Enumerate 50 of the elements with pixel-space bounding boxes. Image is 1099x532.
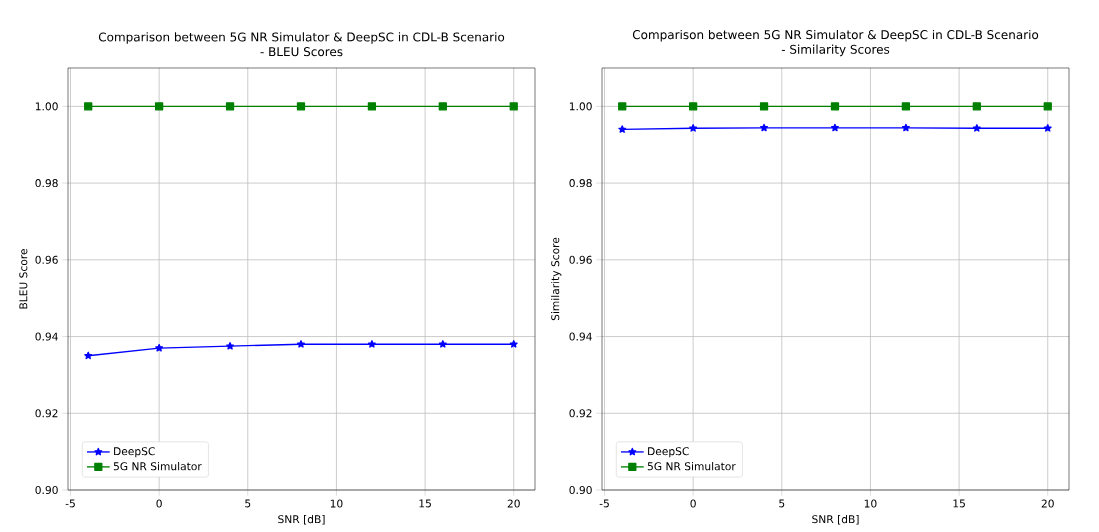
- point: [438, 102, 447, 111]
- x-tick-label: 15: [953, 499, 965, 508]
- y-tick-label: 0.94: [569, 332, 592, 341]
- legend-label: 5G NR Simulator: [113, 462, 202, 471]
- text: 0.90: [35, 485, 58, 495]
- legend-label: 5G NR Simulator: [647, 462, 736, 471]
- text: 0.92: [35, 409, 58, 418]
- chart-title: Comparison between 5G NR Simulator & DeepSC in CDL-B Scenario: [632, 29, 1039, 42]
- x-tick-label: 5: [779, 499, 785, 508]
- point: [296, 102, 306, 111]
- point: [509, 340, 518, 348]
- legend-label: DeepSC: [114, 447, 155, 458]
- point: [225, 102, 235, 111]
- text: 0.98: [35, 179, 58, 188]
- chart-subtitle: - Similarity Scores: [781, 44, 890, 57]
- point: [367, 340, 376, 348]
- x-tick-label: 15: [419, 499, 431, 508]
- chart-title: Comparison between 5G NR Simulator & DeepSC in CDL-B Scenario: [98, 32, 505, 44]
- y-tick-label: 0.98: [569, 179, 592, 188]
- point: [155, 343, 164, 352]
- point: [438, 340, 447, 348]
- x-tick-label: 10: [330, 499, 343, 508]
- y-tick-label: 0.90: [569, 485, 592, 495]
- point: [367, 102, 377, 111]
- y-axis-title: BLEU Score: [19, 249, 28, 309]
- point: [226, 342, 235, 350]
- x-tick-label: 0: [690, 499, 696, 508]
- point: [155, 102, 164, 111]
- point: [297, 340, 305, 348]
- x-axis-title: SNR [dB]: [812, 514, 859, 525]
- x-tick-label: 10: [864, 499, 877, 508]
- legend-label: DeepSC: [648, 447, 689, 458]
- y-tick-label: 0.96: [569, 255, 592, 264]
- point: [84, 351, 93, 360]
- y-axis-title: Similarity Score: [551, 237, 562, 321]
- text: 0.94: [35, 332, 58, 341]
- point: [84, 102, 93, 111]
- x-axis-title: SNR [dB]: [278, 514, 325, 525]
- x-tick-label: 20: [507, 499, 520, 508]
- y-tick-label: 1.00: [569, 102, 592, 111]
- x-tick-label: 0: [156, 499, 162, 508]
- point: [509, 102, 518, 111]
- x-tick-label: -5: [599, 499, 609, 508]
- text: 1.00: [35, 102, 58, 111]
- y-tick-label: 0.92: [569, 409, 592, 418]
- x-tick-label: 5: [245, 499, 251, 508]
- x-tick-label: -5: [65, 499, 75, 508]
- x-tick-label: 20: [1041, 499, 1054, 508]
- text: 0.96: [35, 255, 58, 264]
- chart-subtitle: - BLEU Scores: [260, 47, 343, 57]
